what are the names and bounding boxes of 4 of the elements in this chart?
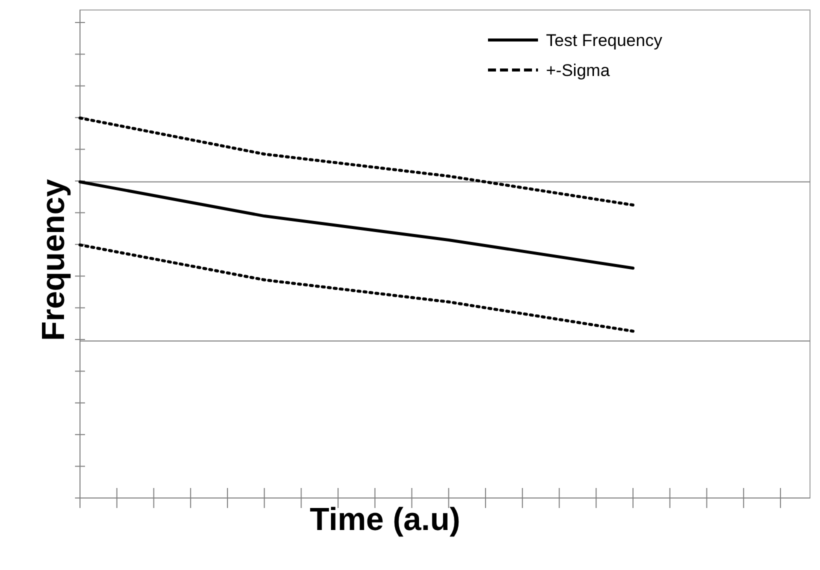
y-axis-title: Frequency <box>35 178 71 341</box>
x-axis-title: Time (a.u) <box>310 501 460 537</box>
legend-label: +-Sigma <box>546 61 610 80</box>
legend-label: Test Frequency <box>546 31 663 50</box>
